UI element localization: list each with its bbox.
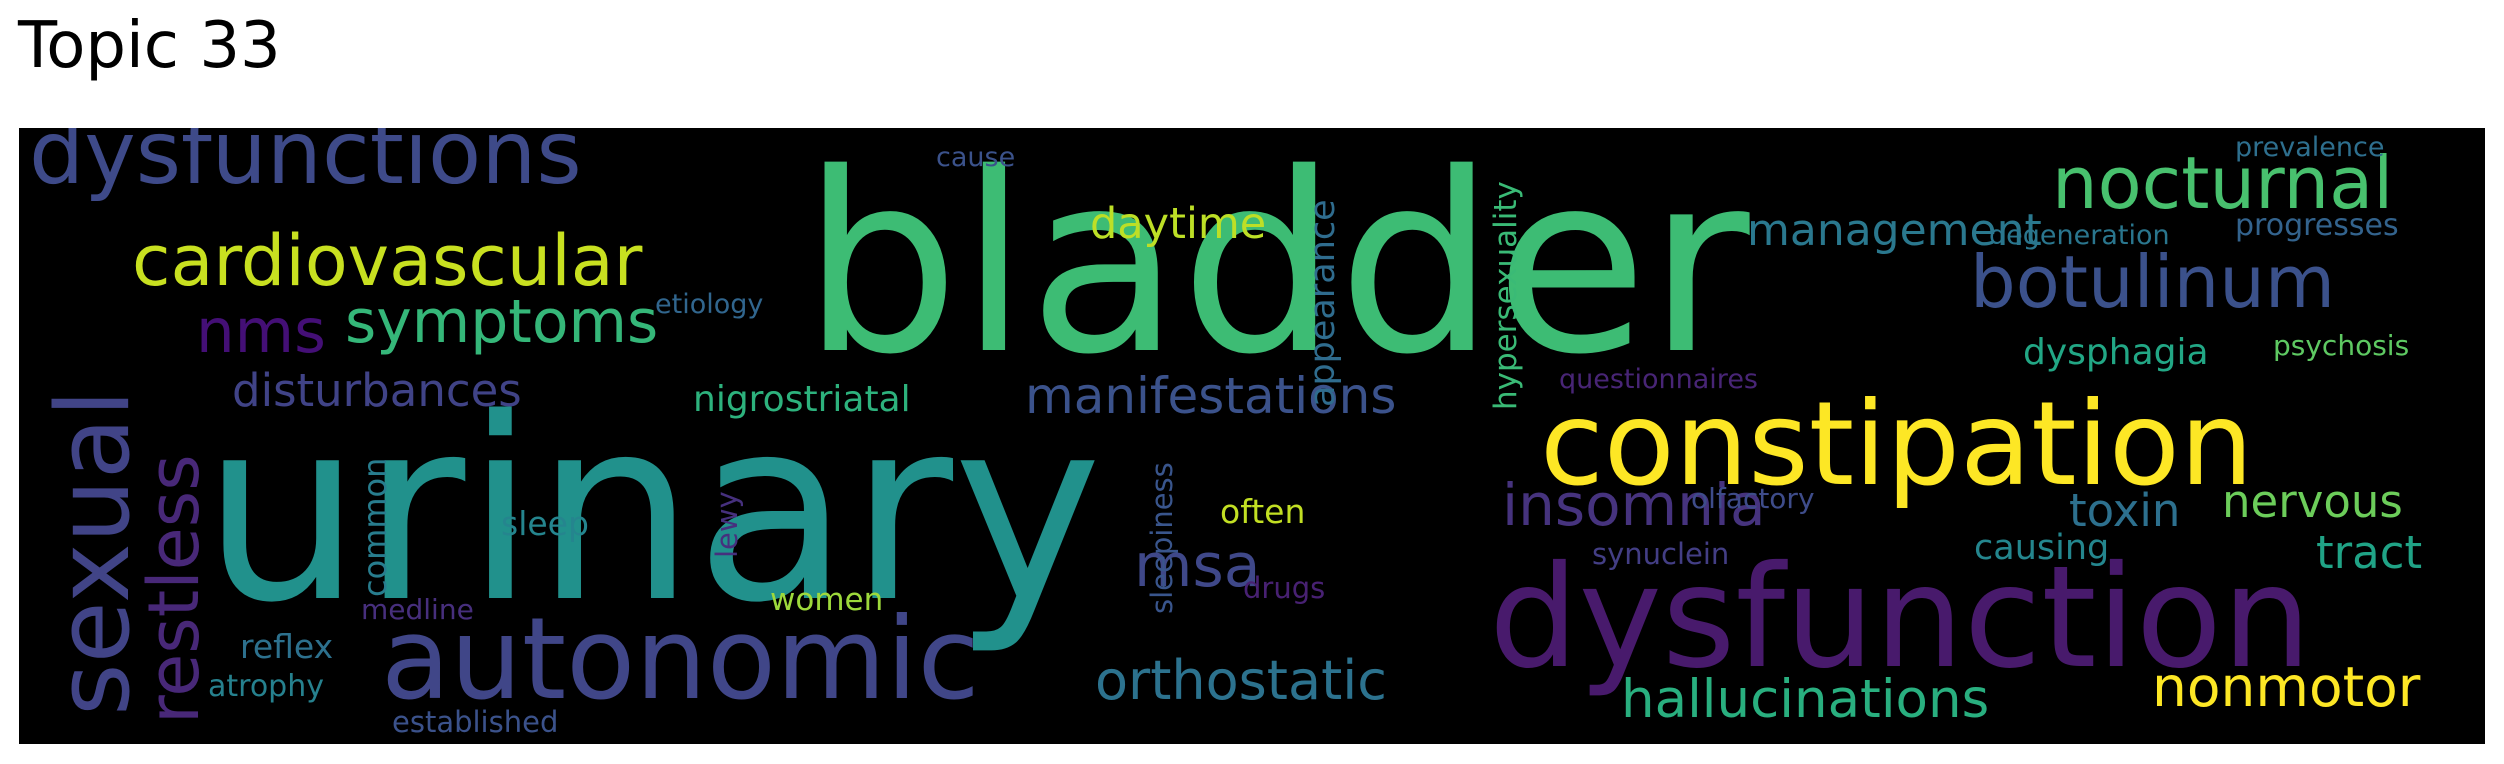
word-cause: cause [936,142,1015,173]
word-olfactory: olfactory [1691,482,1815,515]
word-symptoms: symptoms [345,287,658,357]
word-sleep: sleep [501,504,589,543]
word-women: women [770,582,883,618]
word-bladder: bladder [802,128,1750,409]
word-etiology: etiology [655,289,763,320]
word-reflex: reflex [240,627,333,666]
word-common: common [356,458,394,597]
word-cardiovascular: cardiovascular [132,220,643,302]
word-often: often [1220,492,1305,531]
word-progresses: progresses [2235,208,2399,243]
word-orthostatic: orthostatic [1095,649,1387,712]
word-sexual: sexual [34,389,152,716]
word-nervous: nervous [2222,475,2403,528]
word-dysphagia: dysphagia [2023,332,2209,373]
word-causing: causing [1974,528,2109,568]
word-hypersexuality: hypersexuality [1488,181,1524,410]
word-cloud: bladder urinary dysfunction constipation aut… [19,128,2485,744]
word-nonmotor: nonmotor [2152,655,2421,719]
word-botulinum: botulinum [1970,240,2335,324]
word-dysfunctions: dysfunctions [29,128,582,204]
word-constipation: constipation [1540,377,2253,512]
word-nigrostriatal: nigrostriatal [693,379,911,420]
word-restless: restless [133,454,215,724]
word-disturbances: disturbances [232,364,522,417]
word-msa: msa [1134,531,1260,601]
word-sleepiness: sleepiness [1145,462,1179,614]
word-atrophy: atrophy [208,669,324,704]
word-toxin: toxin [2069,484,2180,537]
word-hallucinations: hallucinations [1621,669,1989,730]
word-urinary: urinary [202,365,1102,658]
word-lewy: lewy [710,491,744,558]
word-tract: tract [2316,526,2422,579]
word-appearance: appearance [1303,199,1343,407]
word-daytime: daytime [1090,199,1266,249]
word-nms: nms [196,296,326,367]
word-drugs: drugs [1243,571,1325,605]
word-autonomic: autonomic [381,593,980,725]
word-synuclein: synuclein [1592,537,1729,571]
word-management: management [1747,205,2042,256]
word-prevalence: prevalence [2235,132,2384,163]
word-insomnia: insomnia [1502,471,1766,539]
word-manifestations: manifestations [1025,367,1396,425]
word-questionnaires: questionnaires [1559,364,1758,395]
figure-title: Topic 33 [18,9,281,83]
word-degeneration: degeneration [1989,220,2170,251]
word-psychosis: psychosis [2273,329,2409,362]
word-established: established [392,705,558,739]
word-medline: medline [361,593,474,626]
word-dysfunction: dysfunction [1489,536,2311,700]
word-nocturnal: nocturnal [2052,141,2393,225]
